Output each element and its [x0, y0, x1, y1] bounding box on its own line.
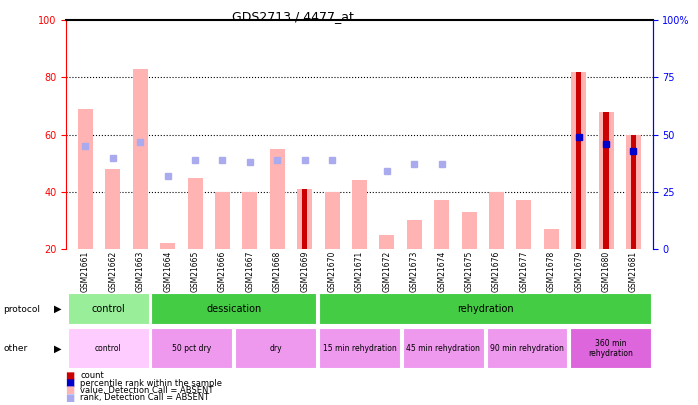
Bar [544, 229, 559, 249]
Text: ■: ■ [65, 371, 75, 381]
Text: GSM21677: GSM21677 [519, 251, 528, 292]
Bar [215, 192, 230, 249]
Text: protocol: protocol [3, 305, 40, 313]
Text: GSM21681: GSM21681 [629, 251, 638, 292]
Text: GSM21673: GSM21673 [410, 251, 419, 292]
Bar [151, 328, 232, 369]
Bar [570, 328, 651, 369]
Bar [325, 192, 340, 249]
Bar [571, 72, 586, 249]
Text: GSM21661: GSM21661 [81, 251, 90, 292]
Bar [434, 200, 450, 249]
Bar [68, 293, 149, 324]
Text: dessication: dessication [206, 304, 262, 314]
Text: GSM21665: GSM21665 [191, 251, 200, 292]
Bar [379, 235, 394, 249]
Bar [133, 69, 148, 249]
Text: control: control [95, 344, 121, 353]
Bar [188, 177, 202, 249]
Text: other: other [3, 344, 28, 353]
Bar [603, 112, 609, 249]
Text: GSM21679: GSM21679 [574, 251, 583, 292]
Text: 15 min rehydration: 15 min rehydration [322, 344, 396, 353]
Bar [407, 220, 422, 249]
Text: 90 min rehydration: 90 min rehydration [490, 344, 564, 353]
Text: GDS2713 / 4477_at: GDS2713 / 4477_at [232, 10, 354, 23]
Bar [151, 293, 316, 324]
Text: GSM21667: GSM21667 [246, 251, 254, 292]
Text: ▶: ▶ [54, 304, 61, 314]
Text: GSM21669: GSM21669 [300, 251, 309, 292]
Text: ■: ■ [65, 393, 75, 403]
Bar [403, 328, 484, 369]
Bar [68, 328, 149, 369]
Text: count: count [80, 371, 104, 380]
Text: percentile rank within the sample: percentile rank within the sample [80, 379, 222, 388]
Text: 45 min rehydration: 45 min rehydration [406, 344, 480, 353]
Text: GSM21668: GSM21668 [273, 251, 282, 292]
Text: ▶: ▶ [54, 343, 61, 353]
Bar [235, 328, 316, 369]
Text: GSM21680: GSM21680 [602, 251, 611, 292]
Text: GSM21675: GSM21675 [465, 251, 473, 292]
Text: GSM21674: GSM21674 [437, 251, 446, 292]
Bar [626, 134, 641, 249]
Text: GSM21670: GSM21670 [327, 251, 336, 292]
Bar [487, 328, 567, 369]
Text: dry: dry [269, 344, 282, 353]
Text: GSM21662: GSM21662 [108, 251, 117, 292]
Text: GSM21671: GSM21671 [355, 251, 364, 292]
Text: rank, Detection Call = ABSENT: rank, Detection Call = ABSENT [80, 393, 209, 402]
Text: control: control [91, 304, 125, 314]
Bar [517, 200, 531, 249]
Bar [319, 293, 651, 324]
Text: ■: ■ [65, 386, 75, 395]
Bar [631, 134, 636, 249]
Bar [105, 169, 121, 249]
Bar [302, 189, 307, 249]
Text: GSM21676: GSM21676 [492, 251, 501, 292]
Bar [461, 212, 477, 249]
Bar [78, 109, 93, 249]
Bar [352, 181, 367, 249]
Bar [269, 149, 285, 249]
Bar [160, 243, 175, 249]
Bar [489, 192, 504, 249]
Text: value, Detection Call = ABSENT: value, Detection Call = ABSENT [80, 386, 214, 395]
Text: GSM21678: GSM21678 [547, 251, 556, 292]
Text: ■: ■ [65, 378, 75, 388]
Bar [242, 192, 258, 249]
Text: 360 min
rehydration: 360 min rehydration [588, 339, 633, 358]
Bar [576, 72, 581, 249]
Text: GSM21672: GSM21672 [383, 251, 392, 292]
Bar [598, 112, 614, 249]
Text: rehydration: rehydration [456, 304, 514, 314]
Bar [319, 328, 400, 369]
Text: GSM21663: GSM21663 [136, 251, 144, 292]
Text: 50 pct dry: 50 pct dry [172, 344, 211, 353]
Bar [297, 189, 312, 249]
Text: GSM21666: GSM21666 [218, 251, 227, 292]
Text: GSM21664: GSM21664 [163, 251, 172, 292]
